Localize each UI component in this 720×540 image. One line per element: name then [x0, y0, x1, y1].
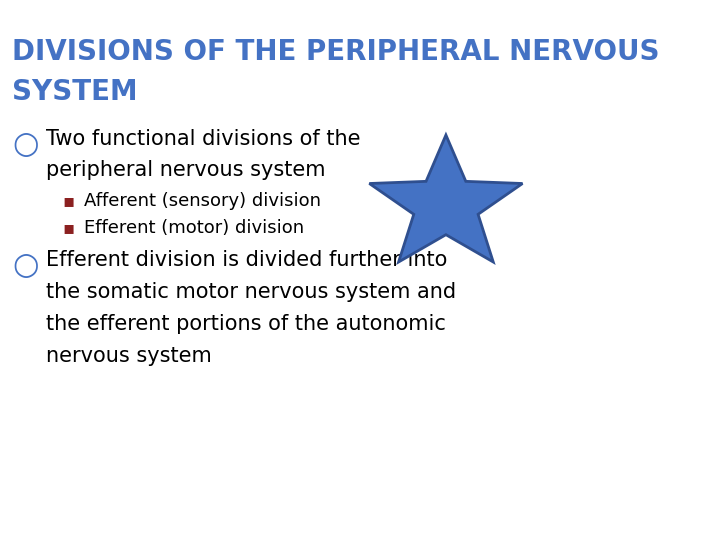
Text: Two functional divisions of the: Two functional divisions of the	[47, 129, 361, 148]
Text: nervous system: nervous system	[47, 346, 212, 366]
Text: Afferent (sensory) division: Afferent (sensory) division	[84, 192, 320, 210]
Text: ○: ○	[12, 130, 39, 159]
Text: ▪: ▪	[62, 192, 74, 210]
Polygon shape	[369, 135, 523, 262]
Text: ○: ○	[12, 251, 39, 280]
Text: Efferent division is divided further into: Efferent division is divided further int…	[47, 250, 448, 270]
Text: DIVISIONS OF THE PERIPHERAL NERVOUS: DIVISIONS OF THE PERIPHERAL NERVOUS	[12, 38, 660, 66]
Text: the efferent portions of the autonomic: the efferent portions of the autonomic	[47, 314, 446, 334]
Text: peripheral nervous system: peripheral nervous system	[47, 160, 326, 180]
Text: SYSTEM: SYSTEM	[12, 78, 138, 106]
Text: Efferent (motor) division: Efferent (motor) division	[84, 219, 304, 237]
Text: ▪: ▪	[62, 219, 74, 237]
Text: the somatic motor nervous system and: the somatic motor nervous system and	[47, 282, 456, 302]
